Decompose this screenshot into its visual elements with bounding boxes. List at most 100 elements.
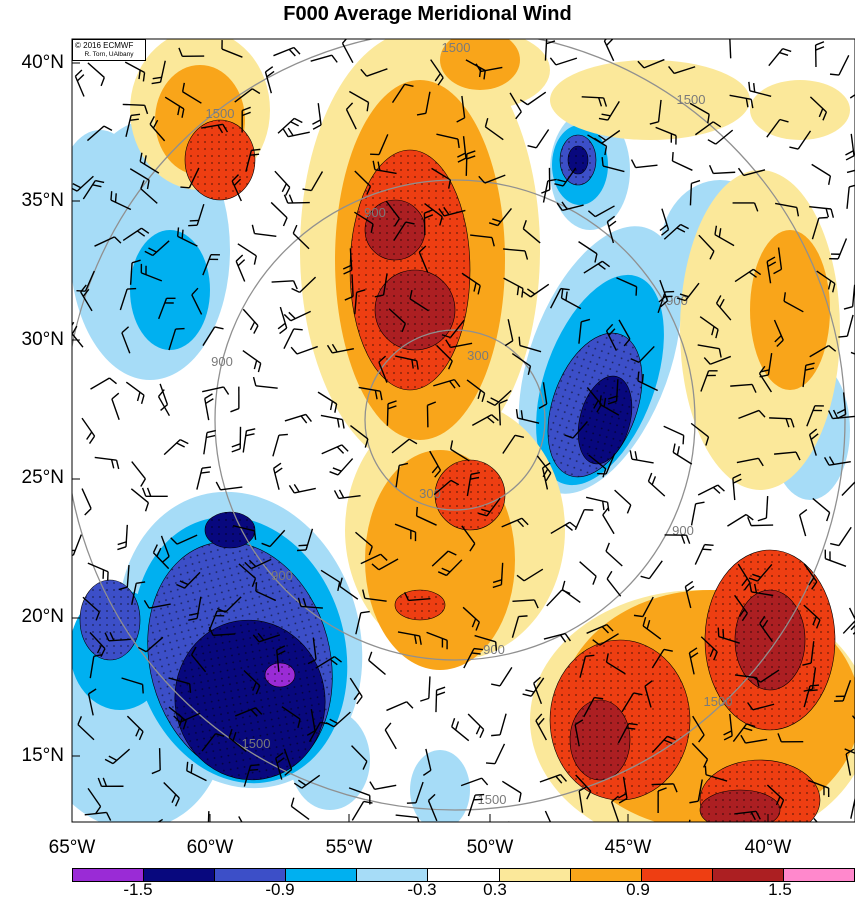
wind-barb-flag [232, 732, 237, 742]
wind-barb [697, 484, 719, 496]
wind-barb [385, 200, 400, 219]
wind-barb-flag [499, 399, 508, 405]
wind-barb-flag [602, 468, 607, 478]
wind-barb [384, 729, 397, 750]
wind-barb-flag [535, 713, 543, 722]
wind-barb [465, 59, 486, 72]
wind-barb-flag [449, 440, 454, 450]
wind-barb-flag [96, 644, 103, 654]
wind-barb [355, 531, 373, 548]
wind-barb-flag [293, 328, 303, 331]
wind-barb-flag [457, 152, 466, 158]
wind-barb [339, 585, 359, 600]
wind-barb [168, 328, 177, 351]
wind-barb-flag [72, 325, 78, 335]
wind-barb [770, 821, 772, 822]
wind-barb [238, 563, 256, 579]
wind-barb-flag [714, 225, 718, 235]
wind-barb-flag [420, 697, 430, 702]
wind-barb-flag [678, 836, 687, 837]
stippled-region [567, 145, 589, 175]
wind-barb-flag [689, 647, 698, 654]
wind-barb-flag [630, 358, 640, 363]
wind-barb-flag [368, 546, 373, 556]
wind-barb-flag [418, 245, 427, 253]
wind-barb [602, 165, 625, 173]
wind-barb-flag [157, 389, 165, 397]
colorbar-swatch [357, 869, 429, 881]
wind-barb [345, 109, 357, 130]
wind-barb [275, 758, 283, 780]
wind-barb [310, 54, 333, 62]
wind-barb [255, 385, 278, 389]
wind-barb-flag [447, 179, 452, 189]
wind-barb-flag [200, 828, 209, 831]
wind-barb-flag [320, 721, 330, 725]
wind-barb-flag [598, 134, 607, 141]
wind-barb [663, 223, 682, 240]
wind-barb [729, 39, 732, 59]
wind-barb [428, 676, 431, 699]
wind-barb [163, 439, 181, 456]
wind-barb-flag [368, 651, 373, 661]
wind-barb-flag [546, 40, 556, 45]
lon-label: 55°W [325, 837, 373, 858]
wind-barb [588, 454, 607, 470]
wind-barb [494, 390, 512, 406]
wind-barb-flag [677, 841, 686, 842]
wind-barb [716, 302, 732, 321]
wind-barb-flag [217, 124, 224, 134]
wind-barb [709, 355, 732, 365]
wind-barb [734, 594, 748, 614]
wind-barb-flag [329, 658, 338, 666]
wind-barb-flag [527, 145, 537, 149]
wind-barb-flag [845, 150, 854, 156]
wind-barb-flag [377, 161, 381, 171]
wind-barb [125, 115, 132, 138]
wind-barb [310, 171, 324, 191]
wind-barb-flag [297, 718, 301, 729]
wind-barb-flag [284, 769, 293, 776]
wind-barb-flag [634, 451, 638, 461]
wind-barb-flag [282, 128, 289, 138]
wind-barb-flag [283, 194, 289, 204]
wind-barb-flag [676, 227, 686, 233]
wind-barb [730, 383, 753, 387]
wind-barb [94, 456, 117, 461]
wind-barb-flag [437, 77, 444, 86]
wind-barb-flag [291, 287, 301, 294]
stippled-region [184, 119, 256, 201]
contour-label: 1500 [242, 736, 271, 751]
wind-barb [122, 103, 145, 107]
wind-barb-flag [245, 433, 255, 437]
wind-barb-flag [713, 651, 718, 661]
wind-barb-flag [717, 484, 725, 492]
wind-barb-flag [704, 543, 714, 546]
wind-barb [621, 692, 635, 713]
wind-barb-flag [748, 81, 751, 91]
wind-barb-flag [281, 183, 287, 193]
wind-barb [572, 421, 588, 439]
wind-barb-flag [520, 410, 524, 420]
wind-barb-flag [312, 119, 321, 125]
wind-barb [87, 562, 109, 573]
lon-label: 65°W [48, 837, 96, 858]
wind-barb-flag [825, 208, 830, 218]
wind-barb [296, 345, 318, 355]
wind-barb-flag [790, 418, 795, 428]
wind-barb [808, 434, 817, 456]
wind-barb-flag [312, 124, 322, 130]
wind-barb [110, 199, 132, 211]
wind-barb-flag [490, 397, 499, 403]
wind-barb-flag [633, 692, 643, 696]
wind-barb [435, 690, 438, 713]
wind-barb [775, 202, 797, 209]
wind-barb [700, 370, 710, 392]
wind-barb [806, 405, 816, 427]
wind-barb-flag [360, 610, 370, 614]
wind-barb [758, 373, 773, 393]
wind-barb [449, 319, 465, 338]
wind-barb [541, 467, 549, 490]
wind-barb-flag [774, 335, 782, 343]
